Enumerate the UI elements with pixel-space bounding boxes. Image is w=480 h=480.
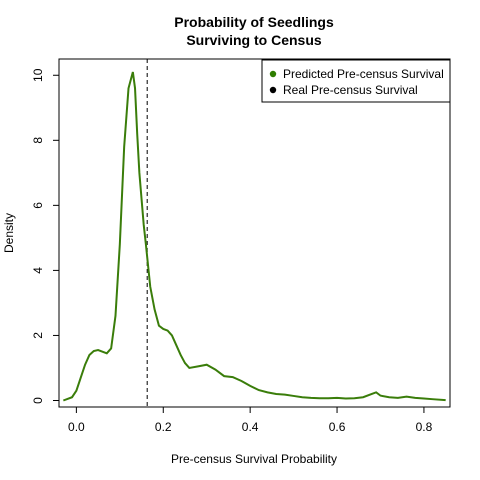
y-axis-label: Density [2,213,16,253]
x-tick-label: 0.4 [242,420,259,434]
y-tick-label: 2 [31,332,45,339]
x-axis: 0.0 0.2 0.4 0.6 0.8 [68,407,433,434]
chart-title-line-1: Probability of Seedlings [174,14,334,30]
y-tick-label: 10 [31,68,45,82]
legend-box [261,59,451,103]
x-tick-label: 0.2 [155,420,172,434]
legend-marker-predicted [269,70,277,78]
x-tick-label: 0.8 [416,420,433,434]
predicted-survival-density-curve [62,71,446,402]
legend-marker-real [269,86,277,94]
plot-frame [58,58,451,408]
legend-label-real: Real Pre-census Survival [283,83,418,97]
x-axis-label: Pre-census Survival Probability [171,452,337,466]
y-axis: 0 2 4 6 8 10 [31,68,59,404]
chart-title-line-2: Surviving to Census [186,32,322,48]
y-tick-label: 8 [31,137,45,144]
y-tick-label: 0 [31,397,45,404]
y-tick-label: 6 [31,202,45,209]
x-tick-label: 0.0 [68,420,85,434]
y-tick-label: 4 [31,267,45,274]
legend: Predicted Pre-census Survival Real Pre-c… [261,59,451,103]
x-tick-label: 0.6 [329,420,346,434]
legend-label-predicted: Predicted Pre-census Survival [283,67,444,81]
